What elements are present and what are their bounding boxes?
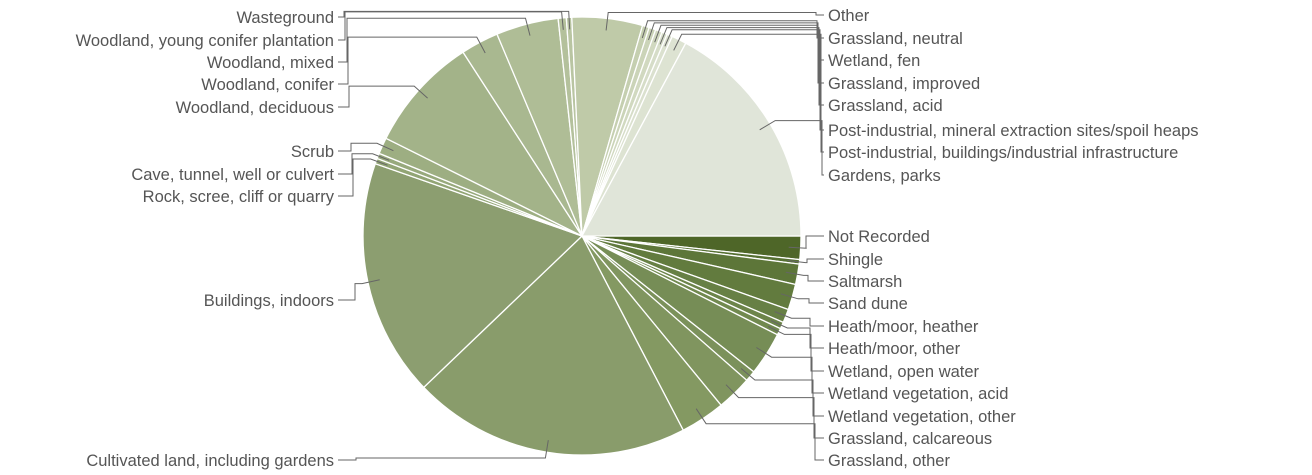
leader-line-grassland-calcareous: [725, 384, 824, 439]
leader-line-wetland-vegetation-acid: [756, 347, 824, 394]
label-scrub: Scrub: [291, 143, 334, 161]
leader-line-buildings-indoors: [338, 279, 380, 301]
label-wetland-open-water: Wetland, open water: [828, 363, 980, 381]
label-shingle: Shingle: [828, 251, 883, 269]
label-grassland-calcareous: Grassland, calcareous: [828, 430, 992, 448]
leader-line-wetland-open-water: [767, 326, 824, 372]
label-other: Other: [828, 7, 870, 25]
label-wetland-fen: Wetland, fen: [828, 52, 920, 70]
leader-line-shingle: [787, 258, 824, 264]
pie-slices: [362, 16, 802, 456]
leader-line-sand-dune: [780, 293, 824, 304]
leader-line-woodland-deciduous: [338, 85, 428, 108]
label-gardens-parks: Gardens, parks: [828, 167, 941, 185]
label-post-industrial-buildings-industrial-infrastructure: Post-industrial, buildings/industrial in…: [828, 144, 1178, 162]
leader-line-scrub: [338, 142, 394, 152]
label-wetland-vegetation-acid: Wetland vegetation, acid: [828, 385, 1008, 403]
label-saltmarsh: Saltmarsh: [828, 273, 902, 291]
leader-line-wasteground: [338, 10, 571, 30]
label-woodland-mixed: Woodland, mixed: [207, 54, 334, 72]
label-grassland-improved: Grassland, improved: [828, 75, 980, 93]
label-not-recorded: Not Recorded: [828, 228, 930, 246]
leader-line-wetland-vegetation-other: [740, 368, 824, 417]
leader-line-cultivated-land-including-gardens: [338, 440, 549, 461]
leader-line-other: [605, 12, 824, 31]
label-grassland-neutral: Grassland, neutral: [828, 30, 963, 48]
label-wasteground: Wasteground: [236, 9, 334, 27]
leader-line-heath-moor-heather: [774, 311, 824, 327]
leader-line-heath-moor-other: [770, 320, 824, 349]
label-heath-moor-heather: Heath/moor, heather: [828, 318, 979, 336]
label-heath-moor-other: Heath/moor, other: [828, 340, 961, 358]
leader-line-cave-tunnel-well-or-culvert: [338, 153, 390, 175]
label-grassland-acid: Grassland, acid: [828, 97, 943, 115]
label-grassland-other: Grassland, other: [828, 452, 950, 470]
label-woodland-young-conifer-plantation: Woodland, young conifer plantation: [76, 32, 334, 50]
label-cultivated-land-including-gardens: Cultivated land, including gardens: [86, 452, 334, 470]
leader-line-grassland-other: [695, 408, 824, 461]
leader-line-gardens-parks: [759, 120, 824, 176]
label-post-industrial-mineral-extraction-sites-spoil-heaps: Post-industrial, mineral extraction site…: [828, 122, 1199, 140]
label-buildings-indoors: Buildings, indoors: [204, 292, 334, 310]
leader-line-woodland-conifer: [338, 36, 486, 85]
label-sand-dune: Sand dune: [828, 295, 908, 313]
label-cave-tunnel-well-or-culvert: Cave, tunnel, well or culvert: [131, 166, 334, 184]
slice-labels: Not Recorded Shingle Saltmarsh Sand dune Hea…: [76, 7, 1199, 470]
label-woodland-conifer: Woodland, conifer: [201, 76, 334, 94]
leader-line-rock-scree-cliff-or-quarry: [338, 158, 388, 197]
leader-line-woodland-mixed: [338, 17, 531, 63]
label-wetland-vegetation-other: Wetland vegetation, other: [828, 408, 1016, 426]
label-woodland-deciduous: Woodland, deciduous: [176, 99, 334, 117]
leader-line-not-recorded: [788, 235, 824, 249]
leader-line-saltmarsh: [785, 271, 824, 282]
label-rock-scree-cliff-or-quarry: Rock, scree, cliff or quarry: [143, 188, 335, 206]
